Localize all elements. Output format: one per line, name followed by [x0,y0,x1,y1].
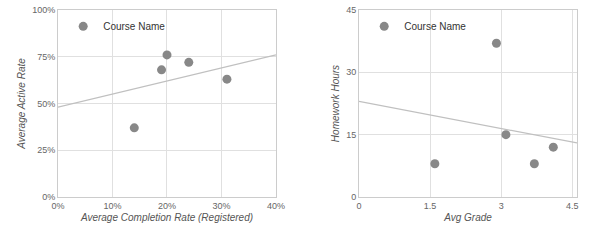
svg-text:Average Active Rate: Average Active Rate [16,58,27,150]
svg-text:Course Name: Course Name [404,21,466,32]
svg-text:100%: 100% [32,5,55,15]
svg-text:75%: 75% [37,52,55,62]
svg-text:Homework Hours: Homework Hours [330,65,341,142]
svg-text:4.5: 4.5 [566,201,579,211]
svg-text:1.5: 1.5 [424,201,437,211]
svg-text:Course Name: Course Name [103,21,165,32]
svg-text:20%: 20% [158,201,176,211]
svg-text:30%: 30% [212,201,230,211]
svg-text:50%: 50% [37,99,55,109]
svg-text:0: 0 [357,201,362,211]
svg-text:Average Completion Rate (Regis: Average Completion Rate (Registered) [80,212,253,223]
svg-text:0%: 0% [42,192,55,202]
svg-text:0: 0 [351,192,356,202]
svg-text:10%: 10% [103,201,121,211]
svg-text:Avg Grade: Avg Grade [443,212,492,223]
svg-text:15: 15 [346,130,356,140]
svg-text:3: 3 [499,201,504,211]
svg-text:40%: 40% [267,201,285,211]
svg-text:0%: 0% [51,201,64,211]
svg-text:25%: 25% [37,145,55,155]
svg-text:45: 45 [346,5,356,15]
svg-text:30: 30 [346,67,356,77]
